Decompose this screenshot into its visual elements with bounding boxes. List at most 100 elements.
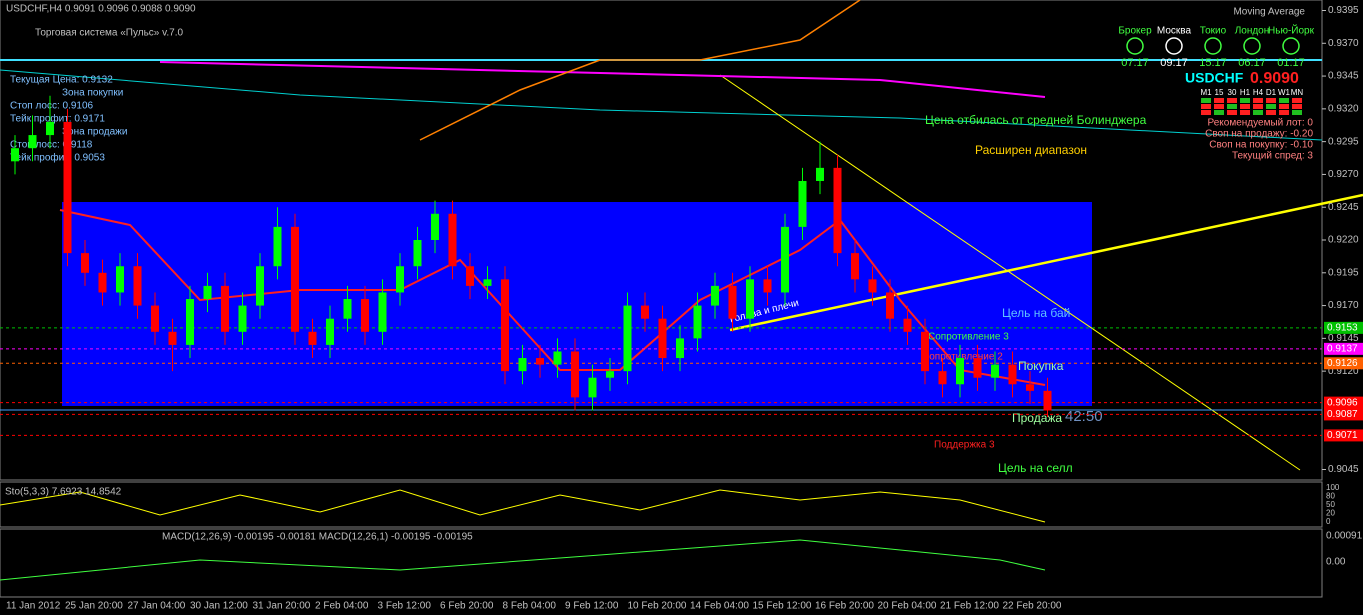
annotation: Цель на селл (998, 461, 1073, 475)
clock-time: 07:17 (1121, 57, 1149, 69)
timeframe: H1 (1240, 88, 1251, 97)
tf-cell (1279, 104, 1289, 109)
ticker-symbol: USDCHF (1185, 70, 1244, 86)
symbol-line: USDCHF,H4 0.9091 0.9096 0.9088 0.9090 (6, 4, 196, 15)
candle-body (536, 358, 544, 365)
candle-body (81, 253, 89, 273)
info-line: Своп на продажу: -0.20 (1205, 129, 1313, 140)
candle-body (46, 121, 54, 136)
clock-name: Брокер (1118, 26, 1152, 37)
stoch-label: Sto(5,3,3) 7.6923 14.8542 (5, 487, 122, 498)
candle-body (763, 279, 772, 293)
candle-body (833, 167, 842, 254)
date-label: 14 Feb 04:00 (690, 601, 749, 612)
info-line: Рекомендуемый лот: 0 (1208, 118, 1314, 129)
candle-body (361, 299, 369, 332)
price-box (1324, 396, 1363, 409)
tf-cell (1240, 104, 1250, 109)
candle-body (1008, 364, 1017, 385)
clock-face (1204, 37, 1222, 55)
candle-body (203, 285, 212, 300)
trend-line (0, 69, 1323, 141)
price-box (1324, 408, 1363, 421)
price-box-label: 0.9087 (1327, 409, 1358, 420)
candle-body (1026, 384, 1034, 391)
system-line: Зона продажи (62, 127, 127, 138)
clock-time: 09:17 (1160, 57, 1188, 69)
tf-cell (1227, 98, 1237, 103)
timeframe: D1 (1266, 88, 1277, 97)
tf-cell (1292, 104, 1302, 109)
timeframes: M1 15 30 H1 H4 D1 W1 MN (1200, 88, 1303, 115)
neck-line (729, 193, 1363, 332)
tf-cell (1253, 104, 1263, 109)
y-tick-label: 0.9045 (1328, 464, 1359, 475)
candle-body (308, 331, 317, 345)
candle-body (816, 167, 824, 181)
date-label: 21 Feb 12:00 (940, 601, 999, 612)
clock-name: Москва (1157, 26, 1192, 37)
candle-body (1043, 390, 1052, 411)
y-tick-label: 0.9395 (1328, 5, 1359, 16)
candle-body (658, 318, 667, 359)
annotation: Цель на бай (1002, 306, 1070, 320)
candle-body (781, 226, 789, 293)
candle-body (938, 371, 947, 385)
stoch-scale-label: 80 (1326, 492, 1335, 501)
info-line: Текущий спред: 3 (1232, 151, 1313, 162)
y-tick-label: 0.9245 (1328, 202, 1359, 213)
system-lines: Текущая Цена: 0.9132 Зона покупки Стоп лос… (10, 75, 127, 164)
annotation: Сопротивление 3 (928, 332, 1009, 343)
y-tick-label: 0.9320 (1328, 103, 1359, 114)
candle-body (606, 371, 614, 378)
candle-body (903, 318, 912, 332)
stoch-scale-label: 50 (1326, 500, 1335, 509)
tf-cell (1201, 98, 1211, 103)
candle-body (186, 299, 194, 345)
ticker-price: 0.9090 (1250, 70, 1299, 87)
candle-body (98, 272, 107, 293)
clock-name: Нью-Йорк (1268, 24, 1315, 37)
tf-cell (1253, 98, 1263, 103)
candle-body (343, 299, 352, 319)
candle-body (518, 358, 527, 372)
time-axis: 11 Jan 2012 25 Jan 20:00 27 Jan 04:00 30 Ja… (6, 601, 1062, 612)
tf-cell (1227, 104, 1237, 109)
candle-body (868, 279, 877, 293)
candle-body (466, 266, 474, 286)
clock-time: 06:17 (1238, 57, 1266, 69)
date-label: 31 Jan 20:00 (253, 601, 311, 612)
y-tick-label: 0.9270 (1328, 169, 1359, 180)
system-line: Тейк профит: 0.9053 (10, 152, 105, 164)
candle-body (291, 226, 299, 332)
clock-face (1282, 37, 1300, 55)
tf-cell (1266, 110, 1276, 115)
channel-line (719, 74, 1301, 471)
timeframe: MN (1291, 88, 1304, 97)
clock-time: 01:17 (1277, 57, 1305, 69)
system-line: Текущая Цена: 0.9132 (10, 75, 113, 86)
candle-body (378, 292, 387, 332)
clocks: Брокер 07:17 Москва 09:17 Токио 15:17 Лондон 06… (1118, 24, 1314, 69)
clock-face (1126, 37, 1144, 55)
system-line: Тейк профит: 0.9171 (10, 113, 105, 125)
candle-body (273, 226, 282, 267)
annotation: Цена отбилась от средней Болинджера (925, 113, 1147, 127)
stoch-scale-label: 0 (1326, 517, 1331, 526)
date-label: 20 Feb 04:00 (878, 601, 937, 612)
indicator-name: Moving Average (1233, 7, 1305, 18)
system-line: Зона покупки (62, 88, 123, 99)
annotation: Продажа (1012, 411, 1062, 425)
tf-cell (1292, 98, 1302, 103)
candle-body (238, 305, 247, 332)
date-label: 2 Feb 04:00 (315, 601, 369, 612)
date-label: 22 Feb 20:00 (1003, 601, 1062, 612)
price-box-label: 0.9096 (1327, 397, 1358, 408)
annotation: Расширен диапазон (975, 143, 1087, 157)
y-tick-label: 0.9120 (1328, 366, 1359, 377)
price-box (1324, 357, 1363, 370)
date-label: 11 Jan 2012 (6, 601, 61, 612)
y-tick-label: 0.9370 (1328, 38, 1359, 49)
